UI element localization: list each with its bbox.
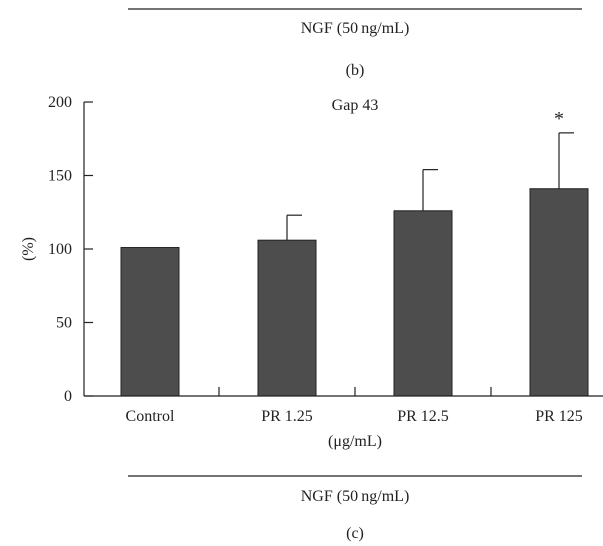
x-tick-label: PR 12.5 [397,408,449,425]
panel-label-b: (b) [346,62,365,79]
top-treatment-label: NGF (50 ng/mL) [301,20,410,37]
x-axis-ticks: Control PR 1.25 PR 12.5 PR 125 [126,387,583,425]
significance-asterisk: * [554,108,564,130]
x-axis-label: (μg/mL) [328,433,382,450]
bar [120,247,180,397]
y-axis-label: (%) [20,237,37,261]
y-axis-ticks: 0 50 100 150 200 [48,94,93,405]
y-tick-label: 150 [48,168,72,185]
x-tick-label: PR 125 [535,408,583,425]
y-tick-label: 100 [48,241,72,258]
bar [529,188,589,397]
bar [393,210,453,397]
chart-title: Gap 43 [332,97,379,114]
bars-group [120,188,589,397]
y-tick-label: 200 [48,94,72,111]
y-tick-label: 0 [64,388,72,405]
panel-label-c: (c) [346,525,364,542]
significance-marks: * [554,108,564,130]
x-tick-label: PR 1.25 [261,408,313,425]
bar [257,239,317,397]
bottom-treatment-label: NGF (50 ng/mL) [301,488,410,505]
y-tick-label: 50 [56,315,72,332]
error-bars-group [286,132,574,241]
x-tick-label: Control [126,408,175,425]
